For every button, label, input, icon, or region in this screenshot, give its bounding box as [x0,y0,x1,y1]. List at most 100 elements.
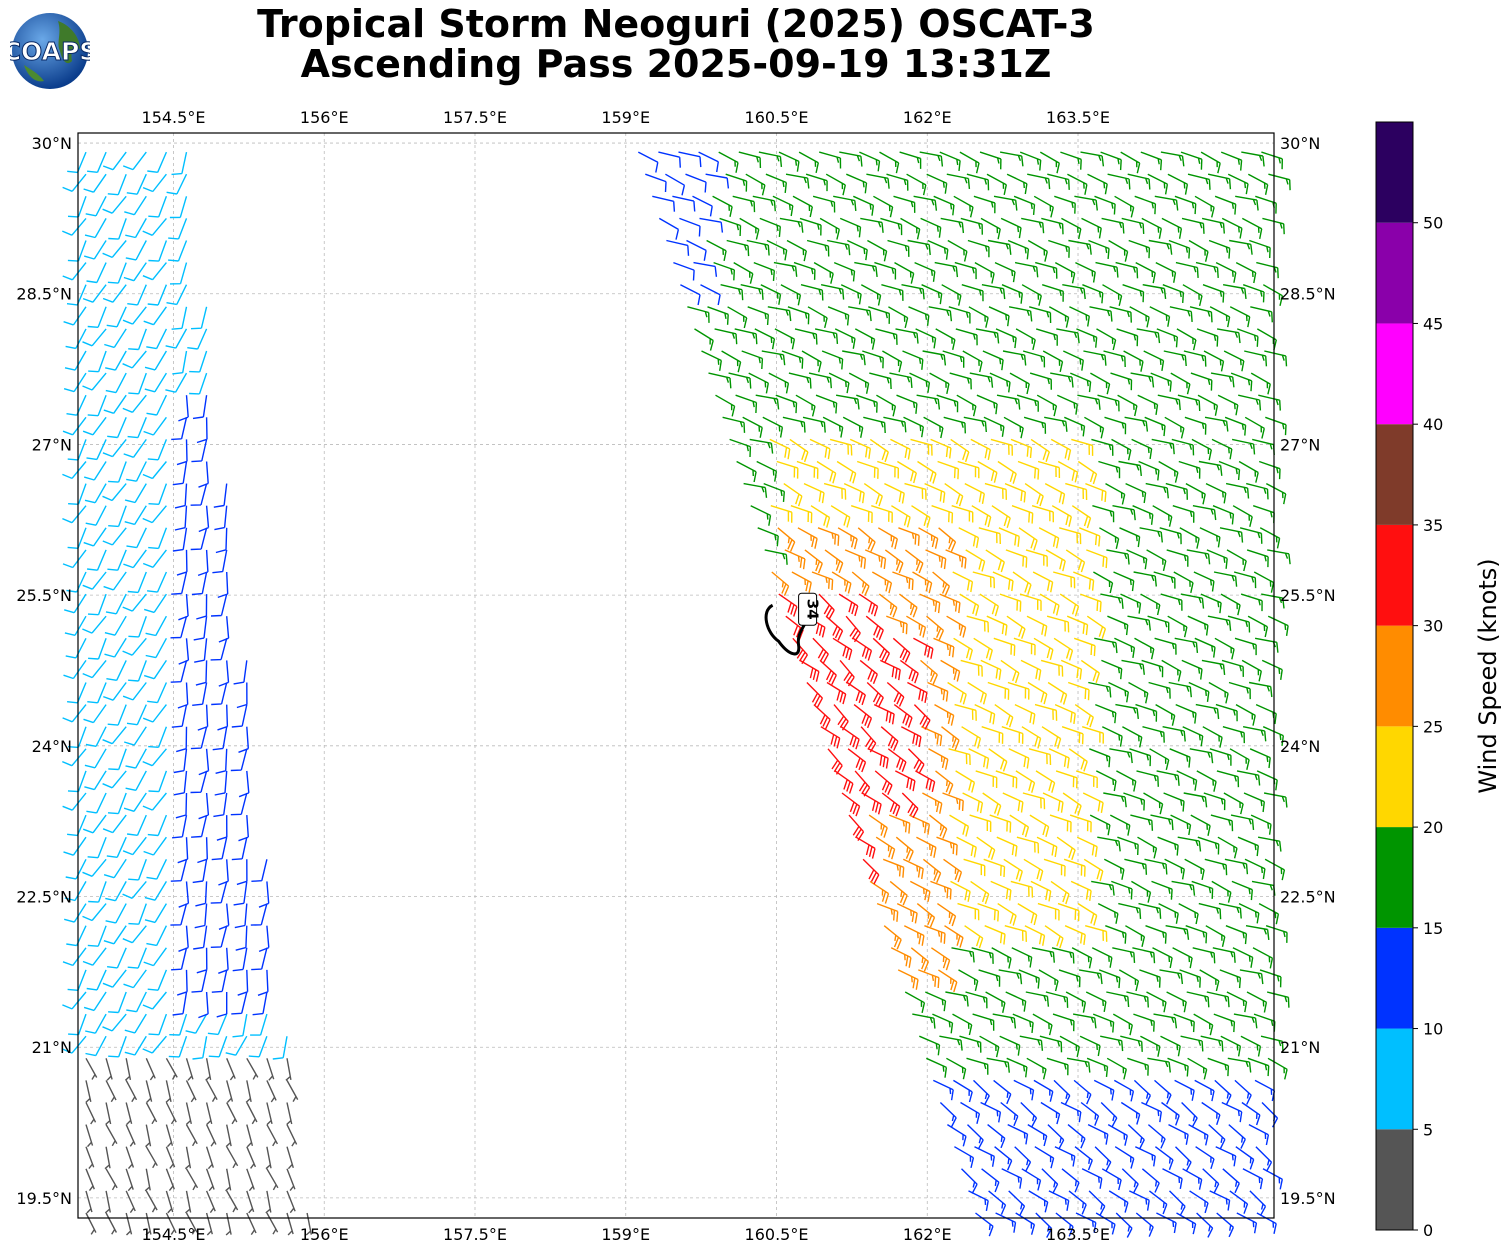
wind-barb [1089,814,1111,836]
wind-barb [1114,1146,1135,1169]
wind-barb [1231,438,1256,455]
wind-barb [782,416,806,433]
wind-barb [1120,1035,1143,1052]
wind-barb [102,284,127,303]
wind-barb [973,195,996,214]
wind-barb [1222,1168,1240,1194]
chart-title: Tropical Storm Neoguri (2025) OSCAT-3 As… [78,4,1274,84]
wind-barb [1209,748,1232,766]
wind-barb [995,770,1018,789]
wind-barb [1206,991,1230,1008]
wind-barb [1202,726,1223,748]
wind-barb [65,637,87,659]
wind-barb [205,1124,217,1147]
wind-barb [1054,1146,1076,1167]
wind-barb [1112,505,1136,521]
wind-barb [788,372,812,389]
wind-barb [102,195,127,214]
wind-barb [1117,836,1139,856]
colorbar-tick-label: 5 [1423,1120,1433,1139]
wind-barb [215,527,228,554]
wind-barb [102,527,127,546]
wind-barb [776,460,799,479]
wind-barb [171,947,188,971]
wind-barb [1159,969,1184,985]
wind-barb [1100,1102,1118,1128]
wind-barb [874,261,897,280]
wind-barb [987,681,1010,700]
wind-barb [1210,814,1234,832]
wind-barb [1080,151,1105,167]
wind-barb [1057,902,1080,922]
wind-barb [85,1124,94,1148]
wind-barb [102,1013,127,1032]
wind-barb [212,726,228,751]
wind-barb [958,527,980,549]
wind-barb [205,1058,212,1081]
wind-barb [968,748,990,769]
wind-barb [939,151,961,171]
wind-barb [127,947,147,969]
wind-barb [143,416,167,436]
wind-barb [1036,836,1058,858]
wind-barb [899,151,922,169]
wind-barb [124,1013,147,1034]
wind-barb [797,527,818,549]
wind-barb [82,814,107,834]
wind-barb [257,969,269,996]
wind-barb [876,902,899,922]
wind-barb [106,306,127,328]
wind-barb [890,947,912,968]
wind-barb [172,527,188,552]
wind-barb [968,306,989,328]
wind-barb [148,726,168,748]
colorbar-bin [1376,726,1413,828]
wind-barb [1142,284,1167,299]
wind-barb [967,239,990,258]
wind-barb [855,836,876,859]
wind-barb [142,704,167,723]
wind-barb [86,969,107,991]
wind-barb [713,261,735,281]
wind-barb [1249,239,1271,259]
wind-barb [1150,814,1174,831]
wind-barb [1214,637,1235,660]
wind-barb [1109,814,1131,836]
wind-barb [122,836,147,856]
wind-barb [148,527,168,550]
wind-barb [1246,991,1268,1013]
wind-barb [1221,659,1244,677]
wind-barb [1101,217,1125,234]
wind-barb [868,306,890,324]
wind-barb [785,615,804,640]
wind-barb [1196,1212,1214,1238]
wind-barb [847,239,868,261]
wind-barb [913,704,931,730]
wind-barb [1106,549,1130,565]
wind-barb [795,394,816,417]
wind-barb [1026,615,1048,637]
wind-barb [1169,748,1191,768]
wind-barb [1167,173,1189,195]
wind-barb [939,1101,957,1128]
wind-barb [991,505,1011,529]
wind-barb [997,460,1017,484]
wind-barb [173,748,188,774]
wind-barb [1092,1013,1115,1033]
wind-barb [125,1102,133,1125]
wind-barb [165,372,188,393]
wind-barb [236,682,248,709]
wind-barb [938,969,958,993]
wind-barb [752,195,776,212]
wind-barb [828,372,850,394]
wind-barb [994,261,1016,283]
wind-barb [866,681,884,708]
colorbar-tick-label: 0 [1423,1221,1433,1240]
wind-barb [1056,328,1080,344]
wind-barb [728,372,752,389]
wind-barb [846,681,866,706]
wind-barb [127,417,147,439]
wind-barb [1082,792,1104,814]
wind-barb [103,682,127,701]
wind-barb [1051,947,1075,964]
